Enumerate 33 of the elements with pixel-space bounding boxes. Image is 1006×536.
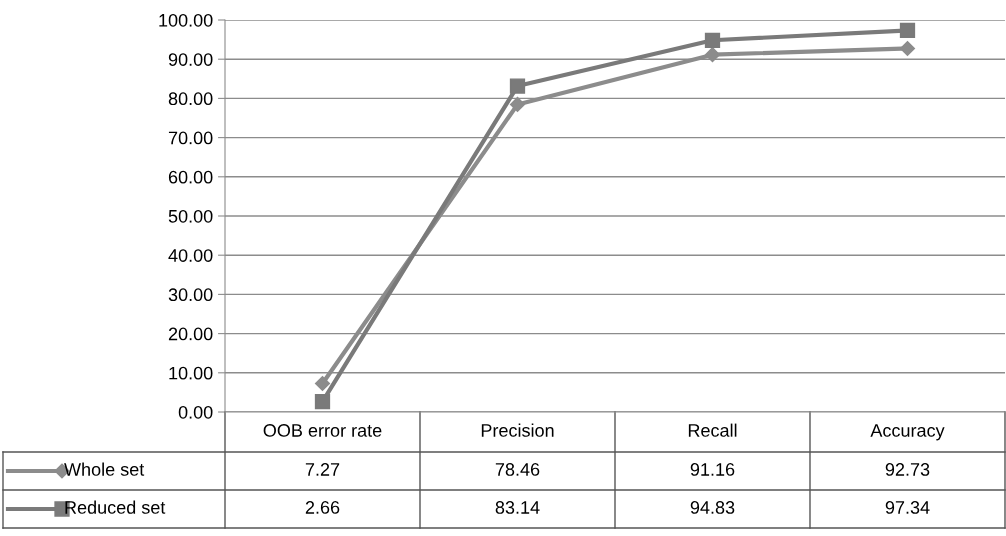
x-tick-label: Recall — [688, 423, 737, 437]
y-tick-label: 50.00 — [168, 209, 213, 223]
point — [899, 22, 916, 39]
x-tick-label: OOB error rate — [263, 424, 382, 437]
data-label: 92.73 — [885, 463, 930, 476]
x-tick-label: Precision — [481, 423, 554, 437]
y-tick-label: 80.00 — [168, 92, 213, 106]
point — [509, 78, 526, 94]
y-tick-label: 10.00 — [169, 366, 213, 380]
data-label: 97.34 — [885, 501, 930, 514]
legend-label: Reduced set — [65, 500, 166, 514]
y-tick-label: 0.00 — [178, 405, 213, 419]
data-label: 83.14 — [495, 501, 540, 514]
data-label: 2.66 — [305, 501, 340, 514]
data-label: 7.27 — [305, 463, 340, 476]
point — [704, 47, 721, 63]
y-tick-label: 20.00 — [168, 327, 213, 341]
legend-label: Whole set — [64, 462, 145, 476]
y-tick-label: 100.00 — [159, 13, 213, 27]
y-tick-label: 60.00 — [168, 170, 213, 184]
y-tick-label: 40.00 — [168, 249, 213, 262]
point — [314, 375, 331, 392]
y-tick-label: 30.00 — [168, 288, 213, 302]
data-label: 94.83 — [690, 501, 735, 514]
y-tick-label: 90.00 — [168, 53, 213, 66]
point — [509, 96, 526, 113]
x-tick-label: Accuracy — [870, 424, 945, 441]
data-label: 78.46 — [495, 463, 540, 476]
y-tick-label: 70.00 — [168, 131, 213, 145]
point — [314, 393, 331, 410]
point — [704, 32, 721, 48]
data-label: 91.16 — [690, 463, 735, 476]
point — [899, 40, 916, 57]
